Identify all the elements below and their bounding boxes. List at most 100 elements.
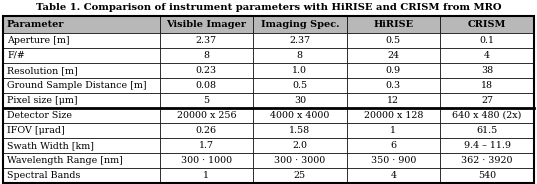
Text: F/#: F/# [7,51,25,60]
Text: Wavelength Range [nm]: Wavelength Range [nm] [7,156,123,165]
Text: 0.08: 0.08 [196,81,217,90]
Text: 4: 4 [484,51,490,60]
Bar [159,48,253,63]
Bar [440,33,534,48]
Text: 20000 x 256: 20000 x 256 [177,111,236,120]
Text: 0.1: 0.1 [480,36,495,45]
Bar [253,16,346,33]
Bar [440,168,534,183]
Bar [346,48,440,63]
Text: Ground Sample Distance [m]: Ground Sample Distance [m] [7,81,147,90]
Text: 30: 30 [294,96,306,105]
Bar [346,93,440,108]
Text: 2.37: 2.37 [196,36,217,45]
Text: 5: 5 [204,96,209,105]
Bar [3,168,159,183]
Text: 24: 24 [387,51,400,60]
Text: 25: 25 [294,171,306,180]
Bar [159,16,253,33]
Text: 20000 x 128: 20000 x 128 [364,111,423,120]
Bar [3,33,159,48]
Bar [159,168,253,183]
Text: Swath Width [km]: Swath Width [km] [7,141,94,150]
Text: Detector Size: Detector Size [7,111,72,120]
Text: CRISM: CRISM [468,20,506,29]
Bar [253,168,346,183]
Bar [3,48,159,63]
Bar [440,108,534,123]
Bar [3,153,159,168]
Text: 4000 x 4000: 4000 x 4000 [270,111,330,120]
Bar [440,78,534,93]
Text: Visible Imager: Visible Imager [166,20,246,29]
Bar [440,48,534,63]
Text: 0.23: 0.23 [196,66,217,75]
Text: 61.5: 61.5 [476,126,498,135]
Bar [440,16,534,33]
Bar [346,153,440,168]
Text: 18: 18 [481,81,493,90]
Text: 0.5: 0.5 [386,36,401,45]
Bar [3,108,159,123]
Bar [346,78,440,93]
Text: Resolution [m]: Resolution [m] [7,66,78,75]
Text: 1.7: 1.7 [199,141,214,150]
Bar [159,153,253,168]
Bar [346,108,440,123]
Text: 2.0: 2.0 [292,141,307,150]
Bar [346,16,440,33]
Text: HiRISE: HiRISE [373,20,413,29]
Bar [440,93,534,108]
Bar [253,48,346,63]
Text: 0.9: 0.9 [386,66,401,75]
Bar [440,138,534,153]
Bar [253,63,346,78]
Bar [253,153,346,168]
Bar [440,123,534,138]
Bar [346,168,440,183]
Text: Aperture [m]: Aperture [m] [7,36,70,45]
Bar [3,138,159,153]
Bar [346,63,440,78]
Bar [159,93,253,108]
Text: 2.37: 2.37 [289,36,310,45]
Text: 640 x 480 (2x): 640 x 480 (2x) [452,111,521,120]
Bar [346,123,440,138]
Text: 1.58: 1.58 [289,126,310,135]
Text: 362 · 3920: 362 · 3920 [461,156,513,165]
Text: 1: 1 [390,126,396,135]
Text: 4: 4 [390,171,396,180]
Text: 6: 6 [390,141,396,150]
Bar [253,33,346,48]
Text: 0.3: 0.3 [386,81,401,90]
Bar [440,63,534,78]
Bar [159,78,253,93]
Bar [346,138,440,153]
Text: 540: 540 [478,171,496,180]
Bar [3,78,159,93]
Text: Imaging Spec.: Imaging Spec. [260,20,339,29]
Bar [159,33,253,48]
Bar [346,33,440,48]
Text: 12: 12 [387,96,400,105]
Bar [253,93,346,108]
Text: 350 · 900: 350 · 900 [371,156,416,165]
Text: 8: 8 [204,51,209,60]
Text: 300 · 3000: 300 · 3000 [274,156,325,165]
Text: 8: 8 [297,51,303,60]
Bar [3,16,159,33]
Bar [159,138,253,153]
Text: 9.4 – 11.9: 9.4 – 11.9 [463,141,511,150]
Text: Parameter: Parameter [7,20,64,29]
Text: 27: 27 [481,96,493,105]
Text: Pixel size [μm]: Pixel size [μm] [7,96,78,105]
Text: IFOV [μrad]: IFOV [μrad] [7,126,65,135]
Text: 0.26: 0.26 [196,126,217,135]
Bar [159,123,253,138]
Bar [159,63,253,78]
Text: Spectral Bands: Spectral Bands [7,171,81,180]
Bar [3,93,159,108]
Bar [253,108,346,123]
Text: Table 1. Comparison of instrument parameters with HiRISE and CRISM from MRO: Table 1. Comparison of instrument parame… [36,3,501,13]
Bar [253,78,346,93]
